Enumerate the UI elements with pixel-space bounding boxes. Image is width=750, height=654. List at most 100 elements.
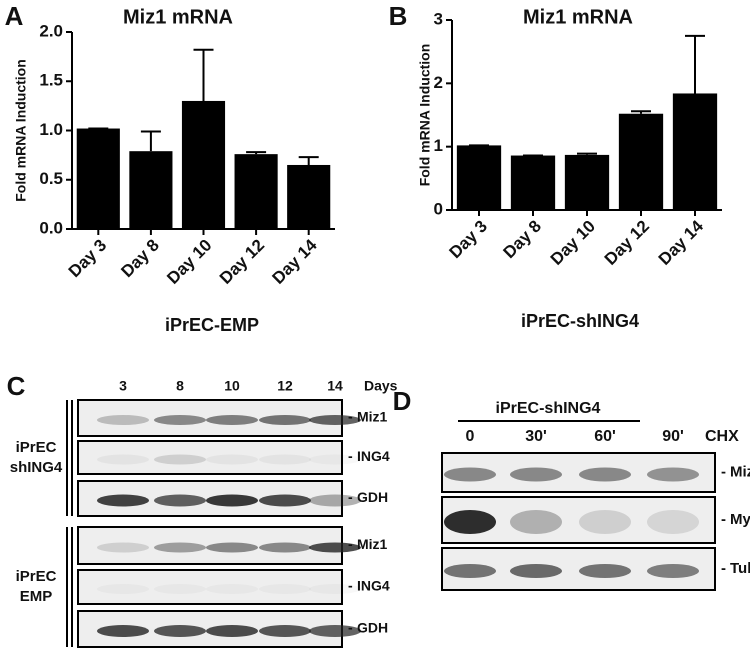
group-bracket: [66, 527, 73, 647]
chart-title: Miz1 mRNA: [123, 6, 233, 28]
x-tick-label: Day 10: [547, 217, 599, 269]
blot-band: [154, 494, 206, 507]
blot-band: [647, 564, 699, 578]
x-tick-label: Day 3: [65, 236, 111, 282]
blot-band: [309, 542, 361, 553]
y-tick-label: 0: [434, 199, 443, 218]
blot-band: [259, 542, 311, 553]
error-bar: [298, 156, 319, 165]
group-bracket: [66, 400, 73, 516]
y-tick-label: 0.0: [39, 218, 63, 237]
panel-letter: D: [393, 386, 412, 416]
band-name: Myc: [730, 511, 750, 528]
blot-band: [97, 454, 149, 465]
blot-band: [510, 467, 562, 482]
blot-band: [97, 625, 149, 637]
bar: [564, 154, 610, 210]
blot-band: [154, 625, 206, 637]
panel-letter: A: [5, 1, 24, 31]
blot-band: [647, 467, 699, 482]
x-tick-label: Day 8: [499, 217, 545, 263]
blot-band: [579, 510, 631, 534]
bar: [618, 113, 664, 210]
band-label: -: [348, 620, 353, 636]
error-bar: [193, 48, 214, 101]
blot-band: [97, 494, 149, 507]
y-tick-label: 2.0: [39, 21, 63, 40]
x-tick-label: Day 12: [216, 236, 268, 288]
blot-band: [309, 415, 361, 425]
blot-band: [259, 415, 311, 425]
group-label: iPrEC: [16, 439, 57, 456]
blot-band: [309, 455, 361, 465]
group-label: iPrEC: [16, 568, 57, 585]
lane-label: 3: [119, 378, 127, 394]
band-label: -: [721, 463, 726, 480]
x-tick-label: Day 10: [163, 236, 215, 288]
y-tick-label: 2: [434, 73, 443, 92]
blot-band: [154, 415, 206, 425]
group-label: EMP: [20, 588, 53, 605]
panel-letter: B: [389, 1, 408, 31]
band-name: Tub: [730, 560, 750, 577]
bar: [234, 154, 278, 229]
blot-band: [309, 584, 361, 594]
band-name: GDH: [357, 620, 388, 636]
lane-label: 14: [327, 378, 343, 394]
blot-band: [206, 415, 258, 425]
x-tick-label: Day 3: [445, 217, 491, 263]
band-label: -: [348, 578, 353, 594]
y-axis-label: Fold mRNA Induction: [13, 59, 29, 202]
lane-label: 8: [176, 378, 184, 394]
x-tick-label: Day 8: [117, 236, 163, 282]
blot-band: [154, 454, 206, 465]
blot-band: [259, 584, 311, 594]
blot-band: [444, 467, 496, 482]
blot-band: [206, 454, 258, 465]
bar: [76, 128, 120, 229]
x-axis-label: iPrEC-EMP: [165, 315, 259, 335]
band-name: Miz1: [357, 409, 388, 425]
blot-band: [154, 584, 206, 594]
blot-band: [206, 542, 258, 553]
x-tick-label: Day 14: [655, 216, 708, 269]
bar: [129, 151, 173, 229]
error-bar: [631, 110, 651, 114]
error-bar: [246, 151, 267, 155]
blot-band: [206, 494, 258, 507]
band-name: ING4: [357, 578, 390, 594]
blot-band: [579, 564, 631, 578]
y-tick-label: 1.5: [39, 71, 63, 90]
band-name: GDH: [357, 489, 388, 505]
blot-band: [97, 415, 149, 425]
band-name: Miz1: [730, 463, 750, 480]
lane-label: 0: [466, 428, 475, 445]
y-tick-label: 1: [434, 136, 443, 155]
error-bar: [577, 152, 597, 155]
band-name: ING4: [357, 448, 390, 464]
bar: [181, 100, 226, 229]
blot-band: [444, 510, 496, 534]
blot-frame: [77, 569, 343, 605]
blot-band: [206, 625, 258, 637]
y-tick-label: 1.0: [39, 120, 63, 139]
lane-label: 30': [525, 428, 547, 445]
lane-unit: Days: [364, 378, 398, 394]
lane-label: 12: [277, 378, 293, 394]
x-axis-label: iPrEC-shING4: [521, 311, 639, 331]
blot-frame: [77, 440, 343, 475]
chart-title: Miz1 mRNA: [523, 6, 633, 28]
bar: [456, 145, 502, 210]
blot-band: [259, 494, 311, 507]
band-label: -: [348, 448, 353, 464]
blot-band: [510, 510, 562, 534]
band-name: Miz1: [357, 536, 388, 552]
lane-label: 10: [224, 378, 240, 394]
band-label: -: [348, 489, 353, 505]
error-bar: [140, 130, 161, 152]
error-bar: [685, 34, 705, 94]
x-tick-label: Day 14: [268, 235, 321, 288]
bar: [672, 93, 718, 210]
blot-band: [309, 494, 361, 507]
